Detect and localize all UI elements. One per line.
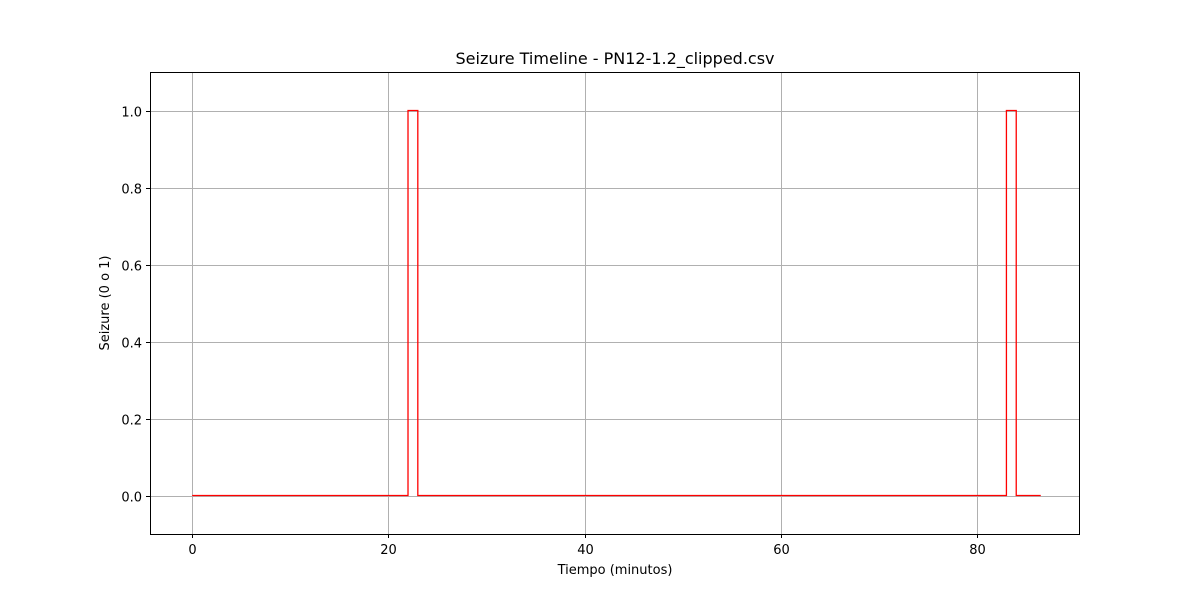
tick-layer: 0 20 40 60 80 0.0 0.2 0.4 0.6 0.8 1.0 <box>121 106 985 559</box>
x-tick-label: 40 <box>577 543 594 558</box>
x-tick-label: 20 <box>380 543 397 558</box>
y-tick-label: 0.6 <box>121 260 142 275</box>
y-tick-label: 0.0 <box>121 491 142 506</box>
x-tick-label: 0 <box>188 543 196 558</box>
seizure-series-line <box>192 109 1041 497</box>
series-layer <box>192 109 1041 497</box>
plot-frame <box>150 72 1080 535</box>
y-axis-label: Seizure (0 o 1) <box>98 255 113 350</box>
y-tick-label: 1.0 <box>121 106 142 121</box>
y-tick-label: 0.8 <box>121 183 142 198</box>
x-axis-label: Tiempo (minutos) <box>557 563 673 578</box>
chart-title: Seizure Timeline - PN12-1.2_clipped.csv <box>456 49 775 69</box>
x-tick-label: 80 <box>969 543 986 558</box>
y-tick-label: 0.2 <box>121 414 142 429</box>
grid-layer <box>150 72 1080 534</box>
y-tick-label: 0.4 <box>121 337 142 352</box>
x-tick-label: 60 <box>773 543 790 558</box>
